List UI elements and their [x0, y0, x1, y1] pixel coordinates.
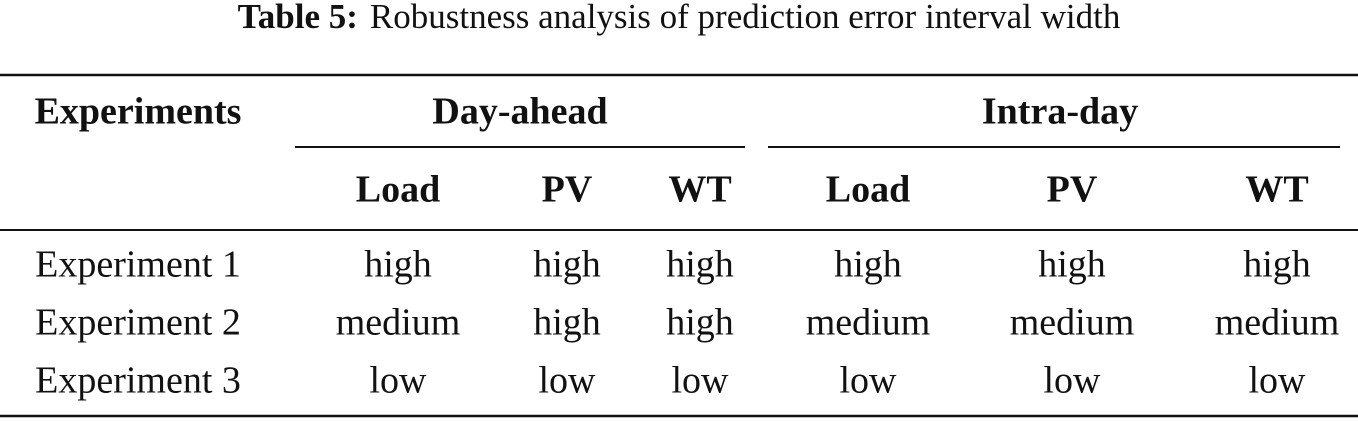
table-cell: medium: [1010, 302, 1135, 344]
table-cell: high: [1038, 244, 1106, 286]
table-cell: high: [1243, 244, 1311, 286]
column-header: PV: [542, 169, 593, 211]
group-header: Day-ahead: [432, 91, 607, 133]
table-cell: low: [840, 360, 898, 402]
table-cell: high: [666, 244, 734, 286]
column-header: WT: [1245, 169, 1308, 211]
group-header: Intra-day: [982, 91, 1138, 133]
table-cell: low: [370, 360, 428, 402]
caption-text: Robustness analysis of prediction error …: [370, 0, 1121, 36]
table-cell: low: [1249, 360, 1307, 402]
table-cell: high: [666, 302, 734, 344]
table-cell: high: [364, 244, 432, 286]
table-cell: low: [539, 360, 597, 402]
table-cell: high: [533, 244, 601, 286]
column-header: Load: [356, 169, 440, 211]
table-cell: high: [533, 302, 601, 344]
table-cell: Experiment 2: [35, 302, 241, 344]
table-cell: medium: [806, 302, 931, 344]
table-cell: medium: [1215, 302, 1340, 344]
table-cell: medium: [336, 302, 461, 344]
table-cell: Experiment 1: [35, 244, 241, 286]
column-header: PV: [1047, 169, 1098, 211]
column-header: Load: [826, 169, 910, 211]
table-cell: high: [834, 244, 902, 286]
column-header: WT: [668, 169, 731, 211]
table-cell: low: [672, 360, 730, 402]
header-cell: Experiments: [35, 91, 242, 133]
table-cell: Experiment 3: [35, 360, 241, 402]
table-cell: low: [1044, 360, 1102, 402]
caption: Table 5: Robustness analysis of predictio…: [238, 0, 1121, 36]
caption-label: Table 5:: [238, 0, 358, 36]
